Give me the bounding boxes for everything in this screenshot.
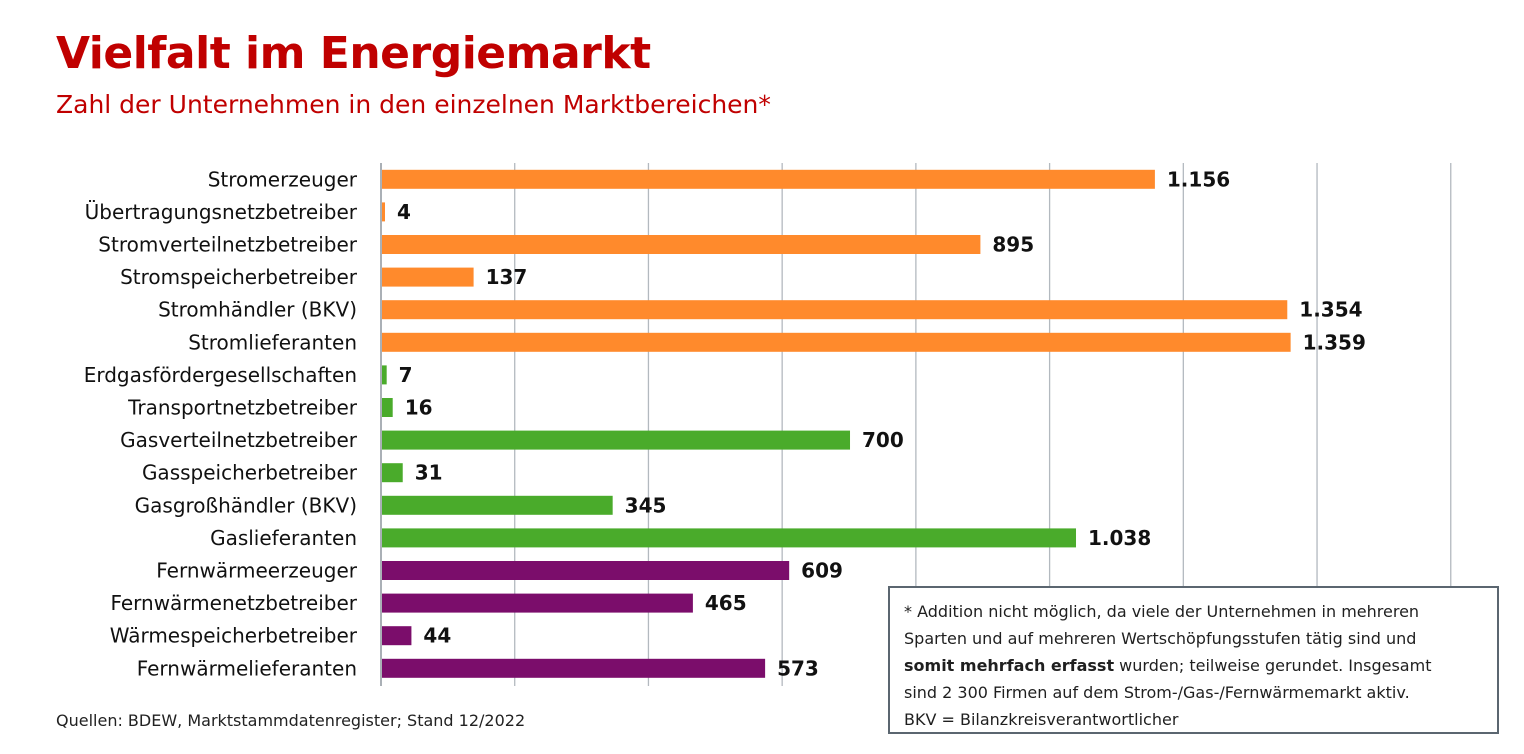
footnote-box: * Addition nicht möglich, da viele der U… [888,586,1499,734]
bar [382,267,474,287]
category-label: Übertragungsnetzbetreiber [85,200,358,224]
bar [382,430,851,450]
category-label: Fernwärmeerzeuger [156,559,358,583]
source-note: Quellen: BDEW, Marktstammdatenregister; … [56,711,526,730]
category-label: Gasgroßhändler (BKV) [135,493,357,517]
category-label: Stromerzeuger [208,167,358,191]
footnote-line: * Addition nicht möglich, da viele der U… [904,602,1420,621]
data-label: 1.354 [1299,298,1362,322]
category-label: Gasverteilnetzbetreiber [120,428,358,452]
footnote-text: wurden; teilweise gerundet. Insgesamt [1114,656,1432,675]
category-label: Gasspeicherbetreiber [142,461,358,485]
category-label: Transportnetzbetreiber [127,396,358,420]
bar [382,169,1155,189]
bar [382,332,1291,352]
bar [382,463,403,483]
bar [382,561,790,580]
bar [382,495,613,515]
bar [382,365,387,385]
bar [382,202,385,222]
category-label: Stromlieferanten [188,330,357,354]
category-label: Wärmespeicherbetreiber [110,624,358,648]
category-label: Gaslieferanten [210,526,357,550]
bar [382,300,1288,320]
data-label: 1.038 [1088,526,1151,550]
bar [382,398,393,417]
page-subtitle: Zahl der Unternehmen in den einzelnen Ma… [56,90,771,119]
data-label: 1.156 [1167,167,1230,191]
footnote-line: Sparten und auf mehreren Wertschöpfungss… [904,629,1417,648]
data-label: 895 [992,233,1034,257]
data-label: 345 [625,493,667,517]
bar [382,658,766,678]
category-label: Stromverteilnetzbetreiber [98,233,357,257]
data-label: 573 [777,656,819,680]
bar [382,235,981,254]
data-label: 137 [486,265,528,289]
data-label: 1.359 [1303,330,1366,354]
footnote-line: somit mehrfach erfasst wurden; teilweise… [904,652,1483,679]
data-label: 7 [399,363,413,387]
category-label: Fernwärmenetzbetreiber [110,591,357,615]
footnote-emphasis: somit mehrfach erfasst [904,656,1115,675]
data-label: 4 [397,200,411,224]
data-label: 16 [405,396,433,420]
data-label: 465 [705,591,747,615]
data-label: 31 [415,461,443,485]
bar [382,528,1077,548]
category-label: Fernwärmelieferanten [137,656,357,680]
data-label: 609 [801,559,843,583]
bar [382,593,693,613]
category-label: Stromspeicherbetreiber [120,265,358,289]
footnote-line: sind 2 300 Firmen auf dem Strom-/Gas-/Fe… [904,683,1410,702]
data-label: 700 [862,428,904,452]
category-label: Erdgasfördergesellschaften [84,363,357,387]
category-label: Stromhändler (BKV) [158,298,357,322]
footnote-line: BKV = Bilanzkreisverantwortlicher [904,710,1179,729]
page-title: Vielfalt im Energiemarkt [56,28,651,79]
bar [382,626,412,646]
data-label: 44 [423,624,451,648]
